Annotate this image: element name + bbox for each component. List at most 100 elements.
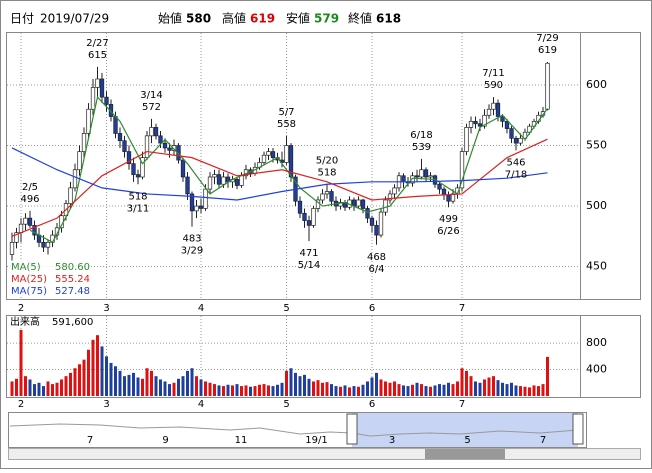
- volume-bar: [276, 384, 279, 396]
- annotation-date: 5/14: [298, 260, 320, 271]
- header-value: 618: [376, 12, 401, 26]
- navigator-history: [9, 423, 579, 437]
- annotation-value: 539: [412, 142, 431, 153]
- header-label: 始値: [158, 11, 182, 26]
- volume-bar: [487, 377, 491, 396]
- candle-body: [338, 202, 343, 207]
- volume-bar: [69, 372, 72, 396]
- volume-bar: [474, 381, 477, 396]
- volume-bar: [253, 386, 257, 396]
- volume-bar: [132, 372, 135, 396]
- candle-body: [288, 145, 294, 178]
- x-tick-label: 5: [283, 399, 289, 410]
- candle-body: [491, 102, 496, 110]
- candle-body: [302, 212, 307, 221]
- volume-bar: [483, 379, 486, 396]
- candle-body: [486, 108, 492, 116]
- legend-name: MA(25): [11, 274, 47, 285]
- volume-bar: [186, 370, 189, 396]
- volume-bar: [478, 382, 482, 396]
- candle-body: [509, 128, 514, 139]
- candle-body: [167, 147, 172, 151]
- candle-body: [360, 199, 366, 209]
- annotation-value: 572: [142, 102, 161, 113]
- volume-bar: [262, 384, 266, 396]
- candle-body: [419, 169, 424, 178]
- volume-bar: [532, 385, 536, 396]
- navigator-label: 19/1: [305, 435, 327, 446]
- volume-bar: [78, 364, 81, 396]
- annotation-date: 6/4: [368, 264, 384, 275]
- x-tick-label: 4: [198, 399, 204, 410]
- volume-bar: [447, 382, 450, 396]
- candle-body: [401, 175, 406, 183]
- scrollbar[interactable]: [8, 448, 641, 460]
- candle-body: [221, 176, 226, 185]
- volume-bar: [438, 384, 441, 396]
- volume-bar: [348, 387, 351, 396]
- candle-body: [306, 220, 312, 226]
- volume-bar: [339, 386, 342, 396]
- volume-bar: [456, 381, 459, 396]
- candle-body: [468, 120, 474, 128]
- x-tick-label: 4: [198, 303, 204, 314]
- candle-body: [311, 208, 316, 226]
- volume-bar: [28, 379, 32, 396]
- navigator: [8, 412, 641, 460]
- annotation-date: 5/7: [278, 107, 294, 118]
- navigator-label: 9: [162, 435, 168, 446]
- candle-body: [446, 194, 451, 202]
- legend-name: MA(5): [11, 262, 41, 273]
- navigator-handle[interactable]: [572, 413, 584, 445]
- candle-body: [477, 123, 483, 127]
- volume-bar: [492, 376, 495, 396]
- volume-bar: [519, 386, 522, 396]
- candle-body: [41, 241, 46, 248]
- volume-bar: [397, 384, 401, 396]
- candle-body: [158, 135, 163, 144]
- candle-body: [149, 127, 154, 137]
- volume-bar: [55, 382, 59, 396]
- navigator-handle[interactable]: [346, 413, 358, 445]
- candle-body: [131, 163, 136, 175]
- x-tick-label: 2: [18, 399, 24, 410]
- annotation-date: 2/5: [22, 182, 38, 193]
- candle-body: [90, 87, 96, 110]
- candle-body: [144, 135, 150, 158]
- candle-body: [212, 174, 217, 178]
- volume-bar: [307, 378, 311, 396]
- volume-bar: [159, 379, 162, 396]
- ma-line: [11, 147, 548, 201]
- scrollbar-thumb[interactable]: [425, 449, 505, 459]
- volume-bar: [19, 329, 23, 396]
- candle-body: [239, 175, 244, 186]
- candle-body: [374, 225, 379, 236]
- volume-bar: [393, 381, 396, 396]
- volume-bar: [91, 339, 95, 396]
- volume-bar: [60, 379, 63, 396]
- candle-body: [504, 120, 510, 129]
- navigator-label: 7: [87, 435, 93, 446]
- candle-body: [18, 223, 24, 234]
- volume-bar: [546, 356, 549, 396]
- volume-bar: [168, 384, 171, 396]
- x-tick-label: 7: [459, 303, 465, 314]
- volume-bar: [357, 386, 360, 396]
- candle-body: [77, 151, 82, 171]
- annotation-date: 7/11: [482, 68, 504, 79]
- volume-bar: [154, 376, 158, 396]
- volume-bar: [469, 376, 473, 396]
- navigator-selection: [352, 413, 578, 447]
- volume-bar: [528, 387, 531, 396]
- volume-bar: [244, 385, 248, 396]
- candle-body: [162, 142, 168, 149]
- annotation-value: 483: [182, 234, 201, 245]
- volume-bar: [321, 382, 324, 396]
- volume-bar: [109, 362, 113, 396]
- navigator-label: 3: [389, 435, 395, 446]
- volume-bar: [285, 370, 288, 396]
- volume-bar: [24, 376, 27, 396]
